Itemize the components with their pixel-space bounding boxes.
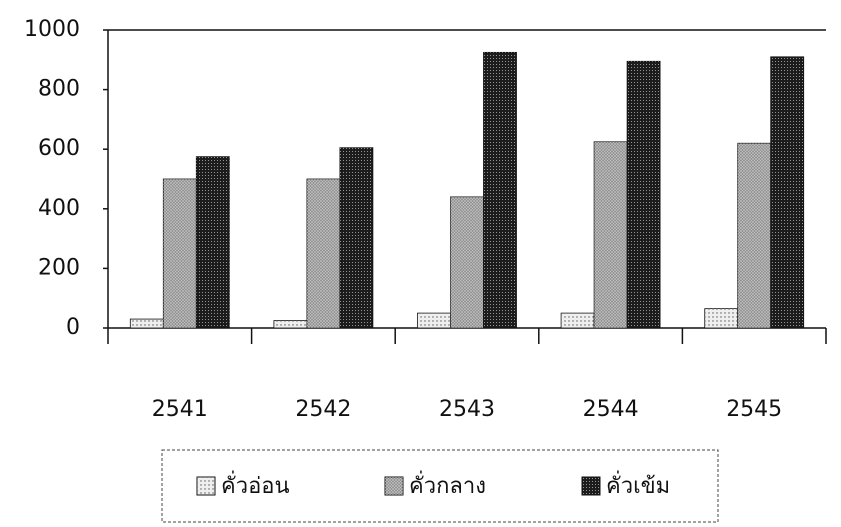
legend-swatch-texture <box>385 477 403 495</box>
bar-texture <box>594 142 627 328</box>
y-tick-label: 200 <box>38 255 80 280</box>
legend-label: คั่วเข้ม <box>606 470 670 499</box>
bar-texture <box>771 57 804 328</box>
legend-swatch-texture <box>582 477 600 495</box>
legend-label: คั่วกลาง <box>409 470 486 499</box>
bar-texture <box>451 197 484 328</box>
legend-label: คั่วอ่อน <box>221 470 290 499</box>
bar-texture <box>130 319 163 328</box>
bar-texture <box>340 148 373 328</box>
x-tick-label: 2543 <box>439 397 495 422</box>
y-tick-label: 1000 <box>24 17 80 42</box>
legend-swatch-texture <box>197 477 215 495</box>
bar-texture <box>163 179 196 328</box>
bar-texture <box>738 143 771 328</box>
y-tick-label: 400 <box>38 196 80 221</box>
bar-texture <box>274 321 307 328</box>
x-tick-label: 2542 <box>295 397 351 422</box>
x-tick-label: 2544 <box>583 397 639 422</box>
y-tick-label: 800 <box>38 77 80 102</box>
bar-texture <box>418 313 451 328</box>
bar-texture <box>705 309 738 328</box>
chart: 0 200 400 600 800 1000 2541 2542 2543 2544 2545 คั่… <box>0 0 841 527</box>
bar-texture <box>561 313 594 328</box>
x-tick-label: 2541 <box>152 397 208 422</box>
bar-texture <box>307 179 340 328</box>
bar-texture <box>627 61 660 328</box>
y-tick-label: 600 <box>38 136 80 161</box>
bar-texture <box>484 52 517 328</box>
y-tick-label: 0 <box>66 315 80 340</box>
bar-texture <box>196 157 229 328</box>
x-tick-label: 2545 <box>726 397 782 422</box>
